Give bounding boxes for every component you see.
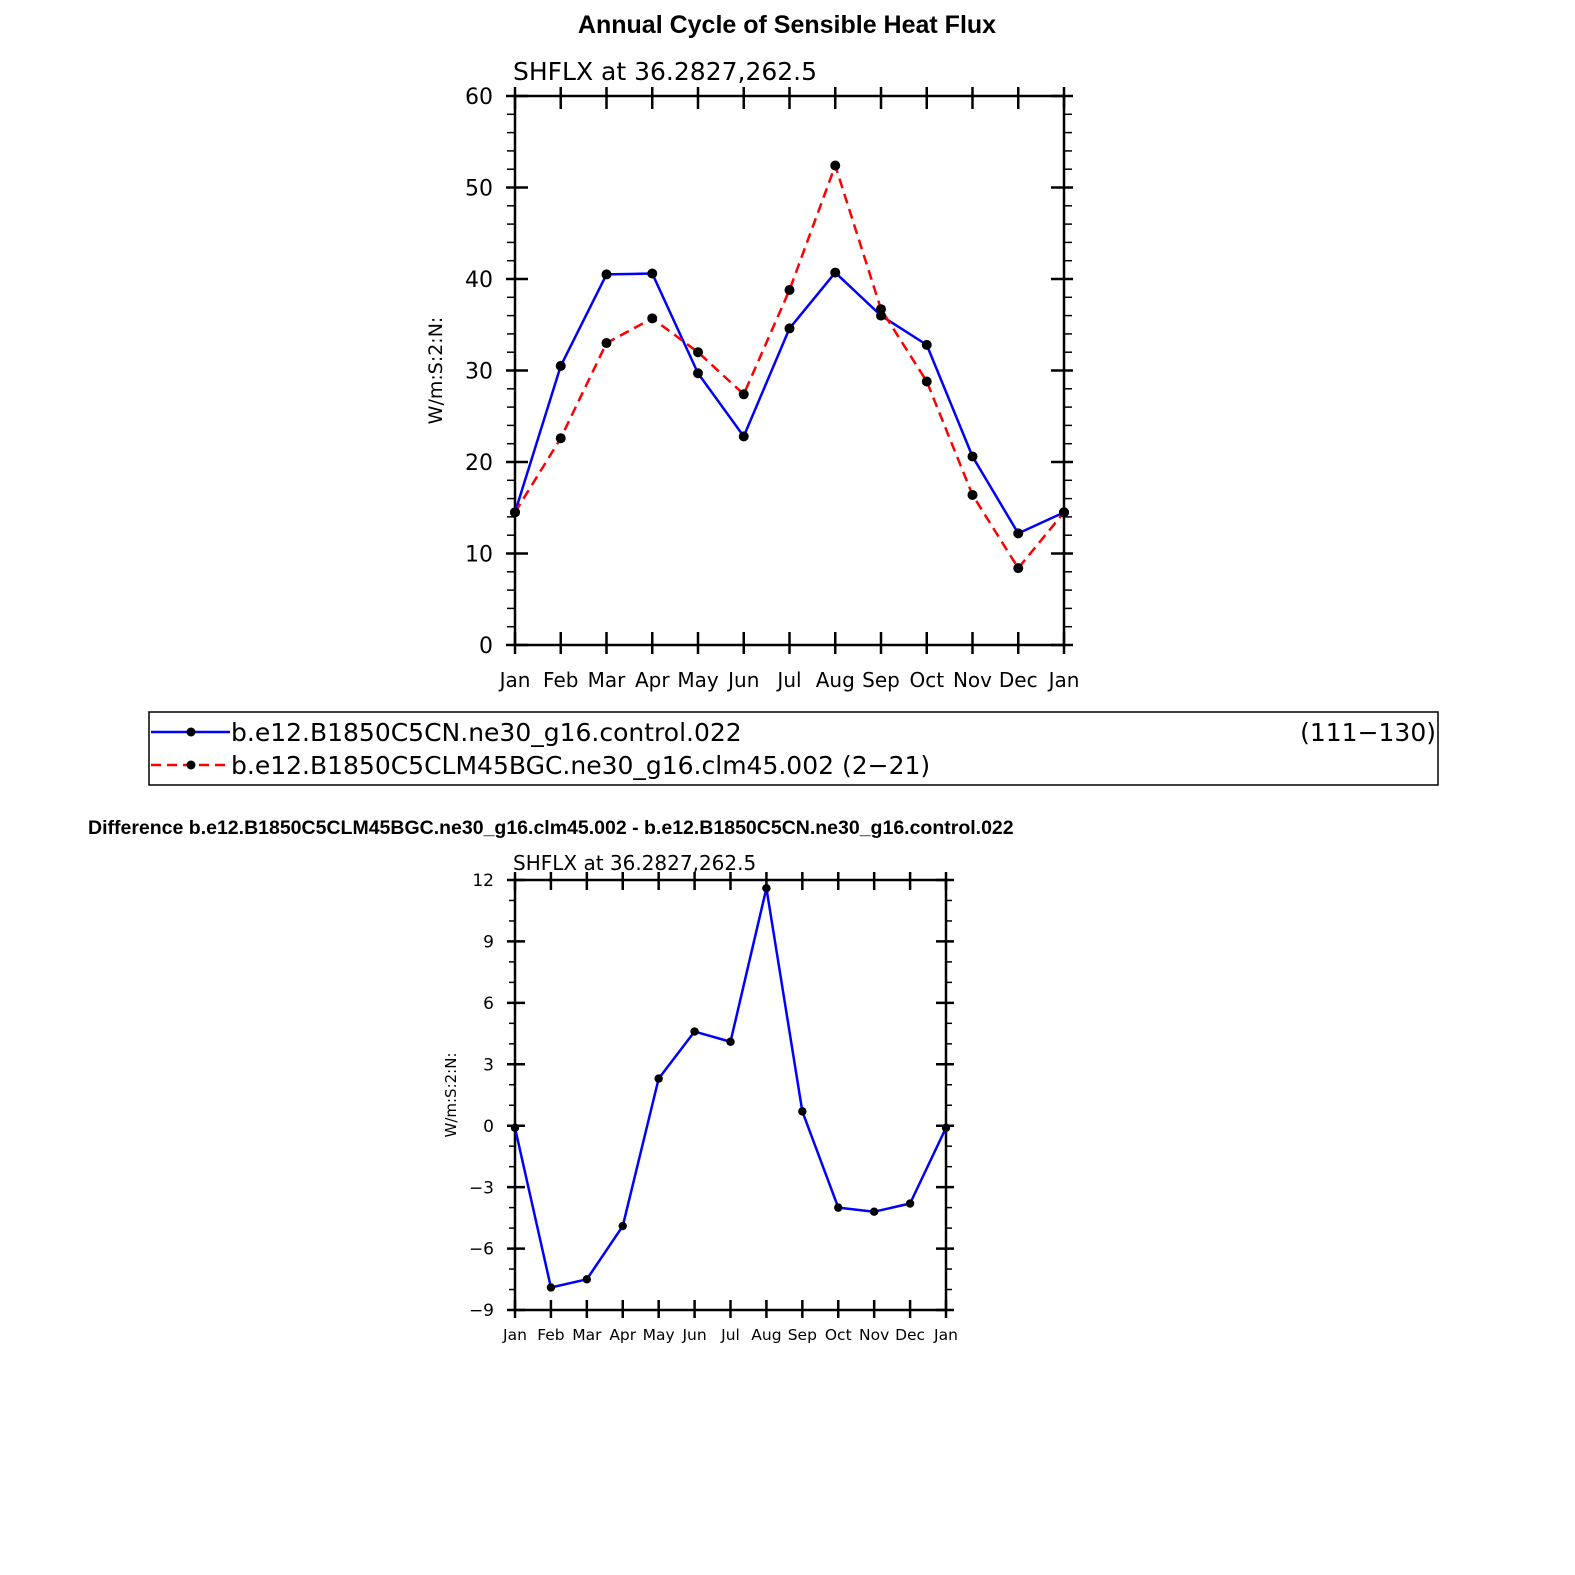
y-axis-label: W/m:S:2:N: [442,1053,460,1138]
y-tick-label: 50 [465,176,493,201]
data-point-series0 [601,269,612,280]
data-point-series0 [690,1027,699,1036]
data-point-series0 [1013,528,1024,539]
series-line-1 [513,164,1065,570]
x-tick-label: Jul [720,1326,740,1344]
data-point-series0 [905,1199,915,1208]
plot-frame [513,878,948,1312]
y-tick-label: −6 [469,1240,494,1260]
x-tick-label: Sep [788,1326,817,1344]
x-tick-label: Apr [635,668,670,692]
y-tick-label: 30 [465,359,493,384]
data-point-series0 [693,368,703,379]
x-tick-label: Dec [895,1326,925,1344]
data-point-series1 [1013,563,1024,574]
data-point-series0 [834,1203,843,1212]
y-tick-label: 0 [479,634,493,659]
data-point-series0 [967,451,978,462]
y-tick-label: −9 [469,1301,494,1321]
data-point-series0 [618,1221,627,1231]
x-tick-label: Aug [816,668,855,692]
x-tick-label: Jan [498,668,531,692]
data-point-series1 [921,376,932,387]
data-point-series1 [510,507,520,518]
y-tick-label: 10 [465,542,493,567]
data-point-series0 [762,883,771,893]
data-point-series1 [967,489,978,500]
x-tick-label: Oct [825,1326,852,1344]
x-tick-label: Jan [1047,668,1080,692]
data-point-series1 [1059,507,1069,518]
x-tick-label: Nov [953,668,992,692]
y-axis-label: W/m:S:2:N: [425,317,447,425]
x-tick-label: Jul [775,668,801,692]
data-point-series0 [546,1283,556,1292]
data-point-series0 [582,1275,592,1284]
data-point-series1 [693,347,703,358]
x-tick-label: Dec [999,668,1038,692]
y-tick-label: 40 [465,268,493,293]
plot-subtitle: SHFLX at 36.2827,262.5 [513,57,817,86]
x-tick-label: Jan [502,1326,527,1344]
x-tick-label: Mar [572,1326,602,1344]
x-tick-label: Jan [933,1326,958,1344]
data-point-series0 [654,1074,663,1083]
legend-label-control: b.e12.B1850C5CN.ne30_g16.control.022 [231,718,742,747]
x-tick-label: Jun [726,668,759,692]
x-tick-label: Aug [751,1326,781,1344]
data-point-series0 [647,268,658,279]
y-tick-label: 9 [483,933,494,953]
data-point-series1 [555,433,566,444]
x-tick-label: Mar [588,668,627,692]
legend-box [148,711,1439,786]
data-point-series1 [601,338,612,349]
x-tick-label: Feb [537,1326,564,1344]
data-point-series1 [784,284,795,295]
y-tick-label: 6 [483,994,494,1014]
y-tick-label: −3 [469,1178,494,1198]
x-tick-label: Nov [859,1326,889,1344]
plot-frame [513,94,1066,647]
legend: b.e12.B1850C5CN.ne30_g16.control.022 (11… [148,711,1439,786]
data-point-series0 [555,360,566,371]
legend-years-control: (111−130) [1300,718,1436,747]
data-point-series0 [510,1123,520,1132]
legend-marker-control [186,727,196,737]
legend-marker-clm45 [186,760,196,770]
chart-annual-cycle: SHFLX at 36.2827,262.5 W/m:S:2:N: Jan Feb Ma… [425,57,1079,692]
data-point-series0 [738,431,749,442]
data-point-series1 [876,304,886,315]
x-tick-label: Jun [681,1326,706,1344]
series-line-0 [513,886,948,1289]
x-tick-label: Apr [609,1326,636,1344]
y-tick-label: 60 [465,85,493,110]
data-point-series1 [830,160,841,171]
data-point-series0 [921,339,932,350]
x-tick-label: May [643,1326,675,1344]
data-point-series0 [798,1107,807,1116]
series-line-0 [513,271,1065,535]
x-tick-label: May [677,668,719,692]
data-point-series0 [941,1123,951,1132]
x-tick-label: Oct [909,668,944,692]
x-tick-label: Feb [543,668,578,692]
legend-label-clm45: b.e12.B1850C5CLM45BGC.ne30_g16.clm45.002… [231,751,930,780]
x-tick-label: Sep [862,668,900,692]
difference-title: Difference b.e12.B1850C5CLM45BGC.ne30_g1… [88,817,1014,839]
y-tick-label: 20 [465,451,493,476]
data-point-series0 [869,1207,879,1216]
data-point-series0 [726,1037,735,1046]
figure-title: Annual Cycle of Sensible Heat Flux [578,11,996,39]
data-point-series1 [738,389,749,400]
data-point-series0 [830,267,841,278]
chart-difference: SHFLX at 36.2827,262.5 W/m:S:2:N: Jan Feb Ma… [442,851,958,1344]
plot-subtitle: SHFLX at 36.2827,262.5 [513,851,756,875]
y-tick-label: 12 [472,871,494,891]
data-point-series1 [647,313,658,324]
data-point-series0 [784,323,795,334]
y-tick-label: 0 [483,1117,494,1137]
y-tick-label: 3 [483,1055,494,1075]
